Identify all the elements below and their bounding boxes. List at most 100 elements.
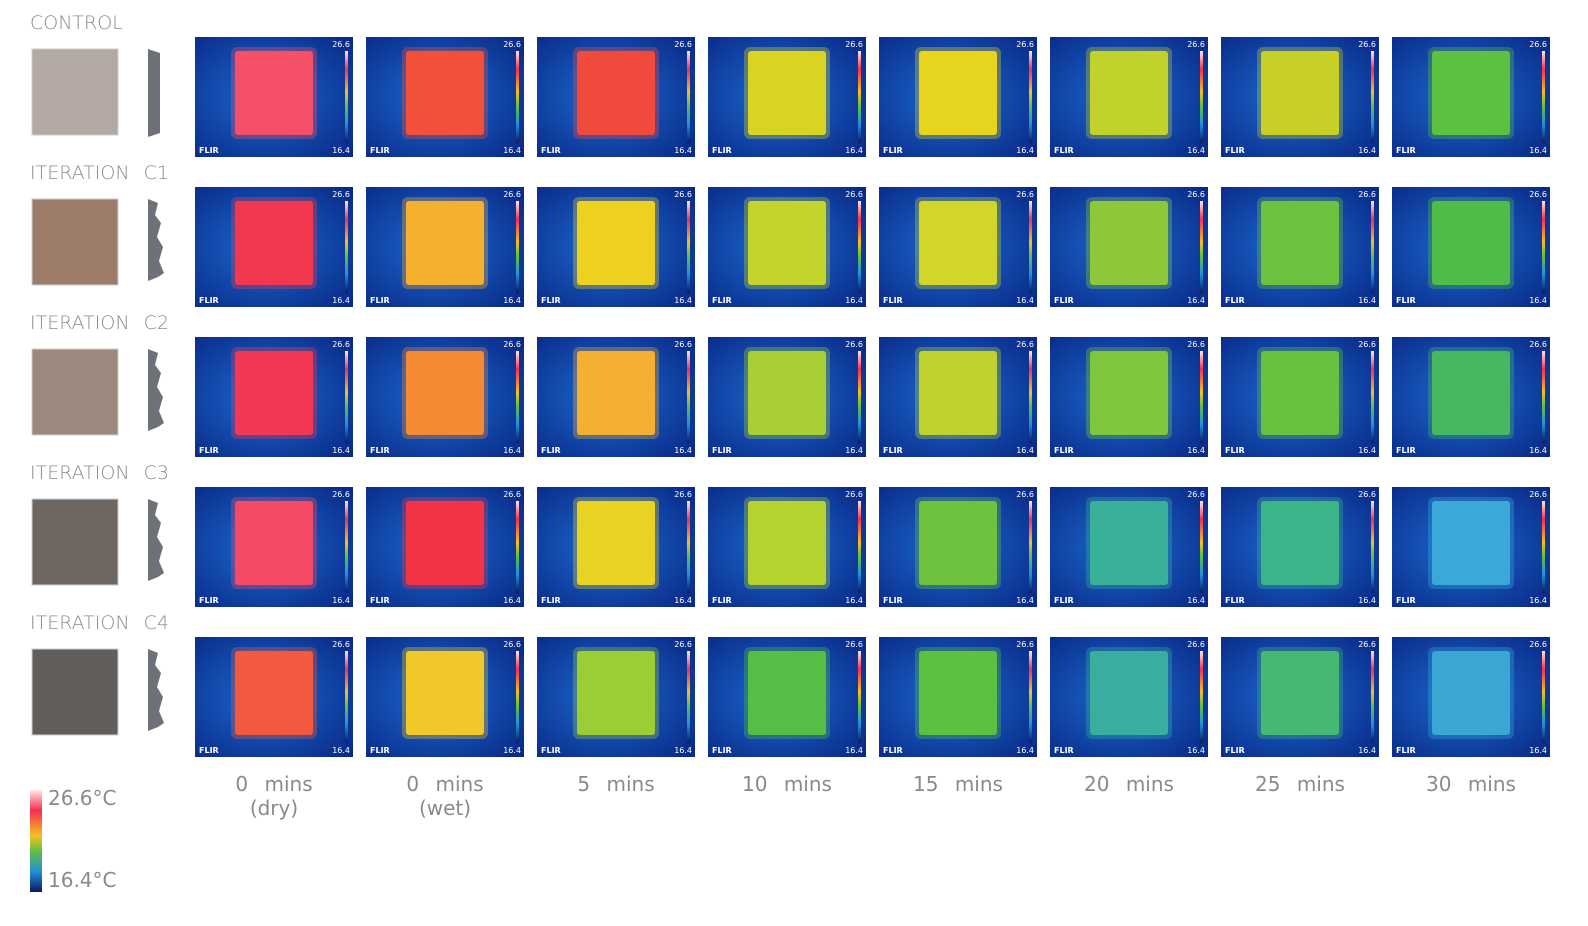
sample-photo	[31, 648, 119, 736]
thermal-image: 26.6 16.4 FLIR	[366, 187, 524, 307]
brand: FLIR	[883, 296, 903, 305]
thermal-image: 26.6 16.4 FLIR	[195, 637, 353, 757]
brand: FLIR	[370, 746, 390, 755]
scale-max: 26.6	[845, 490, 863, 499]
scale-max: 26.6	[503, 190, 521, 199]
legend-colorbar	[30, 790, 42, 892]
image-colorbar	[858, 351, 861, 443]
sample-profile	[148, 499, 164, 581]
image-colorbar	[516, 51, 519, 143]
sample-heat	[577, 351, 655, 435]
scale-min: 16.4	[332, 446, 350, 455]
brand: FLIR	[1396, 746, 1416, 755]
column-label: 0 mins	[235, 772, 312, 796]
brand: FLIR	[1225, 296, 1245, 305]
brand: FLIR	[883, 446, 903, 455]
sample-heat	[1432, 201, 1510, 285]
brand: FLIR	[199, 446, 219, 455]
scale-max: 26.6	[1187, 640, 1205, 649]
brand: FLIR	[1225, 746, 1245, 755]
thermal-image: 26.6 16.4 FLIR	[879, 337, 1037, 457]
image-colorbar	[1200, 351, 1203, 443]
image-colorbar	[687, 51, 690, 143]
sample-heat	[406, 501, 484, 585]
image-colorbar	[345, 651, 348, 743]
image-colorbar	[858, 501, 861, 593]
sample-heat	[748, 351, 826, 435]
scale-max: 26.6	[845, 340, 863, 349]
thermal-image: 26.6 16.4 FLIR	[1050, 187, 1208, 307]
thermal-image: 26.6 16.4 FLIR	[537, 337, 695, 457]
scale-min: 16.4	[1187, 446, 1205, 455]
image-colorbar	[687, 501, 690, 593]
legend-min: 16.4°C	[48, 868, 117, 892]
scale-max: 26.6	[1529, 190, 1547, 199]
image-colorbar	[516, 651, 519, 743]
image-colorbar	[1371, 501, 1374, 593]
sample-heat	[748, 651, 826, 735]
row-label: ITERATION C3	[30, 462, 169, 484]
sample-heat	[1090, 51, 1168, 135]
image-colorbar	[1371, 351, 1374, 443]
scale-min: 16.4	[1529, 446, 1547, 455]
legend-max: 26.6°C	[48, 786, 117, 810]
image-colorbar	[516, 501, 519, 593]
scale-min: 16.4	[1016, 596, 1034, 605]
column-label: 15 mins	[913, 772, 1003, 796]
scale-max: 26.6	[332, 190, 350, 199]
thermal-image: 26.6 16.4 FLIR	[366, 37, 524, 157]
thermal-image: 26.6 16.4 FLIR	[879, 487, 1037, 607]
scale-min: 16.4	[1529, 746, 1547, 755]
image-colorbar	[1371, 201, 1374, 293]
brand: FLIR	[1225, 146, 1245, 155]
scale-min: 16.4	[1016, 746, 1034, 755]
brand: FLIR	[1054, 746, 1074, 755]
scale-min: 16.4	[1016, 446, 1034, 455]
thermal-image: 26.6 16.4 FLIR	[195, 187, 353, 307]
brand: FLIR	[370, 596, 390, 605]
scale-min: 16.4	[1529, 596, 1547, 605]
scale-max: 26.6	[1358, 190, 1376, 199]
image-colorbar	[1542, 651, 1545, 743]
thermal-image: 26.6 16.4 FLIR	[708, 187, 866, 307]
brand: FLIR	[1054, 146, 1074, 155]
image-colorbar	[1200, 501, 1203, 593]
brand: FLIR	[541, 146, 561, 155]
scale-max: 26.6	[1016, 340, 1034, 349]
scale-max: 26.6	[503, 40, 521, 49]
image-colorbar	[1542, 51, 1545, 143]
thermal-image: 26.6 16.4 FLIR	[1050, 337, 1208, 457]
sample-heat	[406, 51, 484, 135]
scale-max: 26.6	[503, 340, 521, 349]
sample-heat	[1432, 501, 1510, 585]
thermal-image: 26.6 16.4 FLIR	[708, 637, 866, 757]
thermal-image: 26.6 16.4 FLIR	[1392, 487, 1550, 607]
sample-heat	[577, 651, 655, 735]
image-colorbar	[1542, 201, 1545, 293]
scale-min: 16.4	[1358, 296, 1376, 305]
brand: FLIR	[370, 146, 390, 155]
sample-heat	[577, 51, 655, 135]
sample-photo	[31, 48, 119, 136]
scale-max: 26.6	[1358, 490, 1376, 499]
sample-heat	[919, 351, 997, 435]
scale-min: 16.4	[332, 596, 350, 605]
image-colorbar	[858, 51, 861, 143]
brand: FLIR	[541, 446, 561, 455]
scale-max: 26.6	[674, 40, 692, 49]
thermal-image: 26.6 16.4 FLIR	[537, 37, 695, 157]
thermal-image: 26.6 16.4 FLIR	[1221, 37, 1379, 157]
scale-min: 16.4	[1016, 296, 1034, 305]
scale-max: 26.6	[674, 490, 692, 499]
brand: FLIR	[541, 296, 561, 305]
image-colorbar	[516, 201, 519, 293]
image-colorbar	[687, 201, 690, 293]
scale-max: 26.6	[503, 490, 521, 499]
row-label: ITERATION C1	[30, 162, 169, 184]
brand: FLIR	[883, 146, 903, 155]
image-colorbar	[687, 351, 690, 443]
thermal-image: 26.6 16.4 FLIR	[1221, 187, 1379, 307]
sample-heat	[1090, 351, 1168, 435]
scale-max: 26.6	[1016, 640, 1034, 649]
scale-min: 16.4	[1187, 296, 1205, 305]
